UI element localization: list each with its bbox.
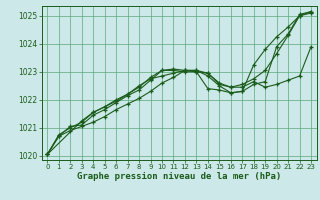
X-axis label: Graphe pression niveau de la mer (hPa): Graphe pression niveau de la mer (hPa) xyxy=(77,172,281,181)
